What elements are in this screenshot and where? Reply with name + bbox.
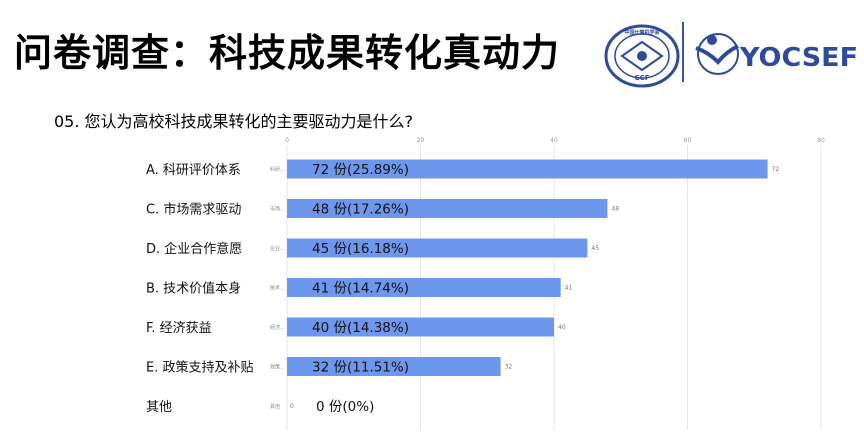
x-tick-label: 20 (417, 137, 425, 144)
category-short-label: 其他 (270, 403, 280, 410)
bar (287, 238, 588, 258)
category-label: 其他 (146, 400, 172, 415)
logo-divider (682, 22, 684, 82)
category-short-label: 经济... (270, 324, 285, 331)
category-label: F. 经济获益 (146, 321, 212, 336)
chart-rows: A. 科研评价体系 科研... 72 72 份(25.89%) C. 市场需求驱动 市场.… (146, 159, 780, 415)
category-label: D. 企业合作意愿 (146, 241, 242, 257)
chart-row: F. 经济获益 经济... 40 40 份(14.38%) (146, 317, 566, 337)
bar-data-label: 32 份(11.51%) (312, 360, 409, 376)
category-label: B. 技术价值本身 (146, 281, 241, 297)
bar-end-value: 32 (505, 364, 513, 371)
bar-end-value: 45 (591, 245, 599, 252)
x-tick-labels: 0 20 40 60 80 (285, 137, 825, 144)
bar-data-label: 72 份(25.89%) (312, 162, 409, 178)
chart-row: D. 企业合作意愿 企业... 45 45 份(16.18%) (146, 238, 599, 258)
question-text: 05. 您认为高校科技成果转化的主要驱动力是什么? (54, 112, 414, 131)
bar-data-label: 41 份(14.74%) (312, 281, 409, 297)
bar-end-value: 41 (565, 285, 573, 292)
ccf-logo-ring-text: 中国计算机学会 (624, 29, 659, 36)
bar-end-value: 48 (611, 206, 619, 213)
category-label: A. 科研评价体系 (146, 163, 241, 178)
chart-row: B. 技术价值本身 技术... 41 41 份(14.74%) (146, 278, 572, 297)
bar-data-label: 0 份(0%) (316, 399, 374, 415)
chart-row: A. 科研评价体系 科研... 72 72 份(25.89%) (146, 159, 780, 179)
bar (287, 317, 554, 337)
x-tick-label: 80 (817, 137, 825, 144)
ccf-logo: 中国计算机学会 CCF (604, 24, 680, 88)
bar (287, 159, 768, 179)
category-short-label: 市场... (270, 206, 285, 213)
bar-data-label: 45 份(16.18%) (312, 241, 409, 257)
bar-end-value: 40 (558, 324, 566, 331)
category-short-label: 技术... (270, 285, 285, 292)
bar (287, 357, 501, 376)
bar-end-value: 0 (290, 403, 294, 410)
logos: 中国计算机学会 CCF YOCSEF (604, 24, 858, 88)
category-short-label: 企业... (270, 245, 285, 252)
ycsef-logo-text: YOCSEF (739, 43, 858, 73)
bar (287, 199, 608, 218)
x-tick-label: 60 (684, 137, 692, 144)
category-label: C. 市场需求驱动 (146, 202, 241, 218)
bar (287, 278, 561, 297)
bar-end-value: 72 (772, 166, 780, 173)
category-short-label: 政策... (270, 364, 285, 371)
chart-row: 其他 其他 0 0 份(0%) (146, 399, 374, 415)
x-tick-label: 40 (550, 137, 558, 144)
x-tick-label: 0 (285, 137, 289, 144)
ycsef-logo: YOCSEF (695, 33, 858, 75)
ccf-logo-abbr: CCF (634, 74, 649, 82)
category-short-label: 科研... (270, 166, 285, 173)
bar-data-label: 48 份(17.26%) (312, 202, 409, 218)
chart-row: C. 市场需求驱动 市场... 48 48 份(17.26%) (146, 199, 619, 218)
bar-data-label: 40 份(14.38%) (312, 320, 409, 336)
chart-row: E. 政策支持及补贴 政策... 32 32 份(11.51%) (146, 357, 512, 376)
category-label: E. 政策支持及补贴 (146, 360, 253, 376)
slide-title: 问卷调查：科技成果转化真动力 (14, 31, 561, 75)
